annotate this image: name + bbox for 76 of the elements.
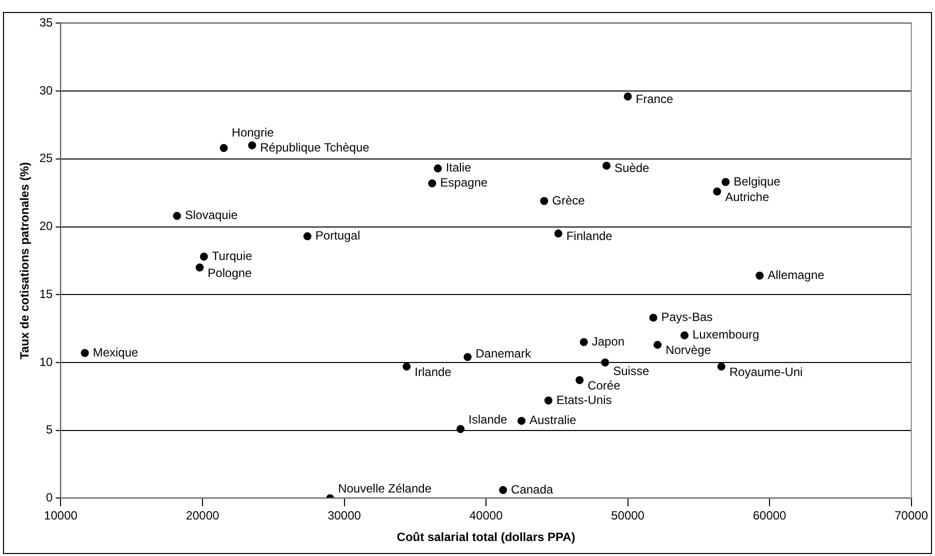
x-tick-label: 50000 bbox=[611, 508, 645, 523]
annotation: Italie bbox=[446, 160, 472, 175]
point bbox=[200, 252, 208, 261]
annotation: Australie bbox=[529, 413, 576, 428]
point bbox=[428, 179, 436, 188]
point bbox=[540, 196, 548, 205]
annotation: Luxembourg bbox=[692, 328, 760, 342]
point bbox=[654, 340, 662, 349]
point bbox=[172, 212, 181, 220]
x-tick-label: 60000 bbox=[752, 508, 787, 523]
point bbox=[456, 424, 465, 433]
annotation: Suisse bbox=[613, 364, 650, 378]
annotation: Autriche bbox=[725, 190, 770, 204]
point bbox=[248, 141, 256, 150]
y-axis-title: Taux de cotisations patronales (%) bbox=[18, 162, 32, 360]
x-tick-label: 40000 bbox=[469, 508, 504, 523]
annotation: France bbox=[636, 92, 674, 106]
point bbox=[576, 376, 584, 384]
point bbox=[717, 362, 726, 371]
x-tick-label: 10000 bbox=[44, 508, 78, 523]
point bbox=[402, 362, 411, 371]
point bbox=[80, 348, 89, 357]
annotation: Espagne bbox=[440, 176, 488, 190]
annotation: Canada bbox=[511, 482, 554, 496]
annotation: Slovaquie bbox=[184, 208, 238, 222]
annotation: Hongrie bbox=[232, 125, 274, 140]
annotation: Finlande bbox=[566, 228, 613, 243]
annotation: Irlande bbox=[414, 364, 452, 379]
y-tick-label: 35 bbox=[39, 16, 54, 30]
annotation: Royaume-Uni bbox=[729, 364, 803, 379]
x-tick-label: 20000 bbox=[186, 508, 220, 523]
annotation: Norvège bbox=[666, 343, 712, 358]
annotation: Grèce bbox=[552, 193, 586, 208]
annotation: Corée bbox=[588, 378, 621, 392]
x-tick-label: 70000 bbox=[894, 508, 928, 523]
y-tick-label: 25 bbox=[39, 151, 54, 166]
point bbox=[602, 162, 611, 170]
annotation: Pays-Bas bbox=[661, 310, 713, 324]
point bbox=[722, 178, 730, 186]
annotation: Islande bbox=[468, 412, 508, 426]
point bbox=[624, 92, 632, 100]
annotation: Etats-Unis bbox=[556, 392, 612, 407]
point bbox=[464, 353, 472, 362]
annotation: Pologne bbox=[208, 266, 252, 280]
annotation: Belgique bbox=[734, 174, 781, 188]
annotation: Turquie bbox=[212, 248, 252, 263]
annotation: Allemagne bbox=[768, 268, 825, 282]
y-tick-label: 5 bbox=[46, 422, 54, 437]
point bbox=[196, 263, 204, 272]
annotation: Suède bbox=[614, 161, 650, 176]
point bbox=[220, 144, 228, 152]
y-tick-label: 20 bbox=[39, 219, 54, 234]
annotation: Danemark bbox=[476, 346, 532, 360]
point bbox=[756, 272, 764, 280]
point bbox=[434, 164, 442, 172]
annotation: Portugal bbox=[315, 228, 360, 243]
point bbox=[713, 187, 722, 196]
y-tick-label: 10 bbox=[39, 354, 54, 369]
y-tick-label: 15 bbox=[39, 286, 54, 301]
annotation: Mexique bbox=[92, 345, 139, 360]
y-tick-label: 0 bbox=[46, 490, 54, 505]
point bbox=[580, 338, 588, 346]
y-tick-label: 30 bbox=[39, 83, 54, 98]
point bbox=[680, 331, 688, 340]
annotation: Japon bbox=[592, 334, 625, 348]
point bbox=[554, 230, 562, 238]
point bbox=[517, 416, 526, 425]
x-axis-title: Coût salarial total (dollars PPA) bbox=[396, 530, 576, 544]
x-tick-label: 30000 bbox=[328, 508, 362, 523]
annotation: Nouvelle Zélande bbox=[338, 482, 432, 496]
point bbox=[649, 314, 658, 322]
point bbox=[544, 396, 552, 404]
point bbox=[303, 232, 312, 240]
point bbox=[499, 486, 508, 494]
point bbox=[601, 358, 610, 366]
annotation: République Tchèque bbox=[260, 140, 370, 155]
